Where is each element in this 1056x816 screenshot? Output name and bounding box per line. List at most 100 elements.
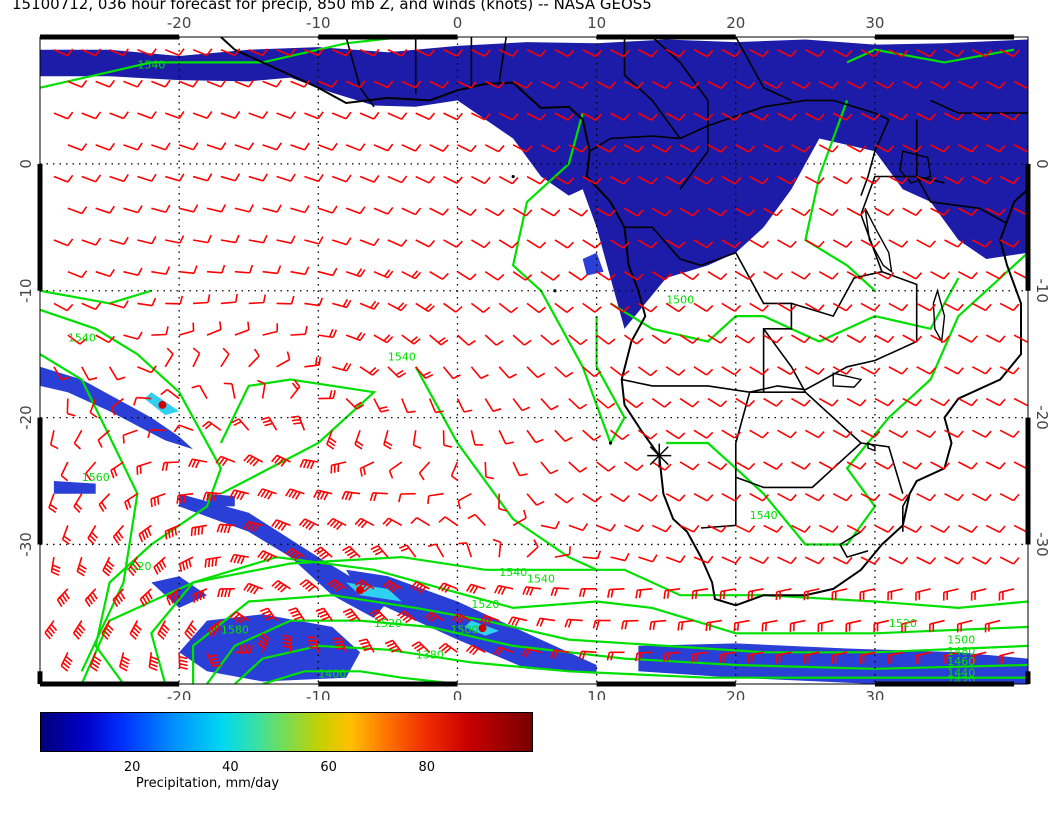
wind-barb xyxy=(332,298,352,309)
barb-flag xyxy=(133,626,141,634)
barb-flag xyxy=(317,174,324,182)
barb-flag xyxy=(305,521,312,529)
barb-shaft xyxy=(401,398,409,413)
wind-barb xyxy=(554,48,575,58)
barb-flag xyxy=(167,529,171,539)
barb-shaft xyxy=(470,366,482,379)
wind-barb xyxy=(276,295,295,305)
contour-label: 1500 xyxy=(947,633,975,646)
wind-barb xyxy=(290,266,310,276)
barb-shaft xyxy=(248,239,264,244)
barb-shaft xyxy=(553,587,569,590)
barb-flag xyxy=(776,272,783,280)
wind-barb xyxy=(679,397,700,408)
wind-barb xyxy=(248,173,269,182)
barb-flag xyxy=(578,651,583,660)
barb-shaft xyxy=(958,397,973,407)
wind-barb xyxy=(999,239,1020,248)
barb-flag xyxy=(707,555,714,564)
barb-shaft xyxy=(109,112,124,120)
wind-barb xyxy=(818,524,839,533)
barb-flag xyxy=(398,372,407,379)
barb-flag xyxy=(537,372,546,379)
barb-flag xyxy=(539,241,547,249)
wind-barb xyxy=(341,490,361,501)
barb-shaft xyxy=(610,429,623,441)
barb-flag xyxy=(100,501,107,510)
wind-barb xyxy=(220,293,238,305)
wind-barb xyxy=(119,652,131,672)
country-border xyxy=(901,467,945,532)
barb-flag xyxy=(81,143,88,151)
barb-flag xyxy=(915,462,923,470)
barb-flag xyxy=(650,113,658,121)
barb-flag xyxy=(285,547,293,555)
wind-barb xyxy=(410,581,431,594)
barb-flag xyxy=(831,145,839,153)
barb-shaft xyxy=(846,270,861,280)
barb-flag xyxy=(89,594,96,603)
barb-flag xyxy=(124,501,129,511)
barb-shaft xyxy=(262,80,277,88)
barb-flag xyxy=(818,493,825,502)
barb-flag xyxy=(485,476,495,480)
wind-barb xyxy=(220,173,241,182)
barb-flag xyxy=(567,49,575,58)
barb-flag xyxy=(494,585,500,594)
wind-barb xyxy=(388,461,403,479)
wind-barb xyxy=(304,356,322,368)
wind-barb xyxy=(985,397,1006,407)
barb-flag xyxy=(607,402,616,409)
barb-flag xyxy=(873,493,881,502)
wind-barb xyxy=(596,271,616,281)
barb-shaft xyxy=(95,207,111,214)
barb-flag xyxy=(207,558,211,568)
barb-flag xyxy=(249,457,257,465)
barb-flag xyxy=(327,579,335,586)
barb-shaft xyxy=(776,651,792,656)
wind-barb xyxy=(984,619,1001,633)
barb-shaft xyxy=(874,334,889,344)
barb-shaft xyxy=(901,619,917,625)
barb-flag xyxy=(115,533,122,542)
barb-flag xyxy=(608,273,616,281)
barb-flag xyxy=(637,524,644,532)
wind-barb xyxy=(382,517,403,527)
barb-shaft xyxy=(846,397,861,407)
wind-barb xyxy=(248,111,269,120)
wind-barb xyxy=(67,270,88,279)
barb-flag xyxy=(280,523,287,531)
wind-barb-layer xyxy=(44,48,1028,672)
wind-barb xyxy=(610,48,630,58)
wind-barb xyxy=(693,493,714,502)
barb-flag xyxy=(277,521,284,530)
barb-flag xyxy=(451,613,459,621)
wind-barb xyxy=(761,619,778,632)
barb-flag xyxy=(400,547,410,552)
barb-shaft xyxy=(944,556,959,565)
barb-shaft xyxy=(388,580,403,590)
barb-flag xyxy=(223,524,228,533)
barb-shaft xyxy=(376,609,389,622)
barb-flag xyxy=(319,613,328,618)
barb-flag xyxy=(213,625,219,634)
barb-shaft xyxy=(333,579,347,590)
barb-shaft xyxy=(763,144,778,153)
wind-barb xyxy=(345,331,366,342)
wind-barb xyxy=(749,175,770,185)
barb-flag xyxy=(373,492,378,502)
barb-shaft xyxy=(554,239,568,249)
wind-barb xyxy=(401,334,421,345)
barb-shaft xyxy=(944,112,959,121)
barb-shaft xyxy=(971,492,987,502)
barb-flag xyxy=(484,176,491,185)
barb-shaft xyxy=(832,175,847,185)
barb-shaft xyxy=(304,302,320,307)
barb-shaft xyxy=(902,461,917,470)
barb-flag xyxy=(720,336,728,344)
barb-flag xyxy=(831,208,839,216)
barb-shaft xyxy=(304,175,319,183)
barb-flag xyxy=(479,615,486,623)
barb-flag xyxy=(971,272,978,280)
lat-tick-left: -20 xyxy=(17,405,35,430)
